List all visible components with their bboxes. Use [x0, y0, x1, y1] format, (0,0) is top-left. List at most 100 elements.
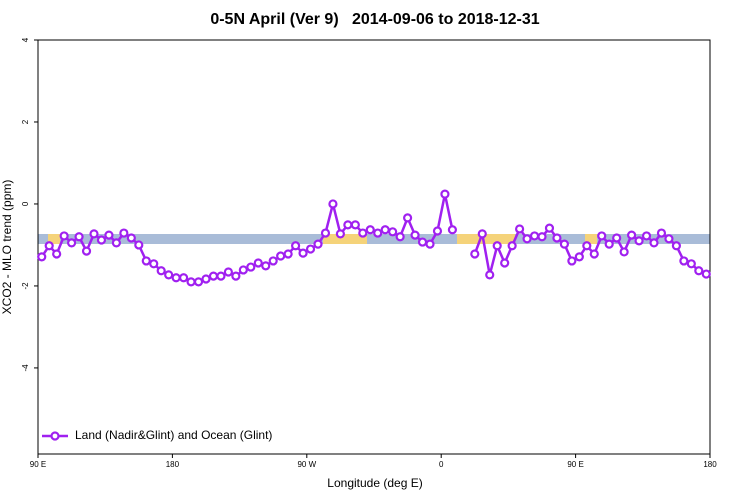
- data-point: [104, 230, 114, 240]
- data-point: [529, 231, 540, 241]
- data-point: [231, 271, 241, 281]
- data-point: [44, 241, 54, 251]
- data-point: [626, 230, 637, 240]
- land-band: [323, 234, 367, 244]
- data-point: [320, 228, 331, 238]
- x-tick-label: 90 E: [30, 460, 46, 469]
- data-point: [552, 233, 562, 243]
- y-tick-label: 0: [21, 201, 30, 206]
- data-point: [432, 226, 443, 236]
- legend-label: Land (Nadir&Glint) and Ocean (Glint): [75, 428, 272, 442]
- y-tick-label: -2: [21, 282, 30, 290]
- data-point: [149, 259, 159, 269]
- data-point: [664, 234, 674, 244]
- data-point: [470, 249, 480, 259]
- legend-marker: [50, 431, 60, 441]
- data-point: [559, 239, 570, 249]
- land-band: [585, 234, 597, 244]
- plot-frame: [37, 39, 711, 455]
- data-point: [66, 238, 77, 248]
- data-point: [589, 249, 599, 259]
- data-point: [313, 239, 323, 249]
- data-point: [193, 277, 204, 287]
- chart-title: 0-5N April (Ver 9) 2014-09-06 to 2018-12…: [210, 11, 539, 28]
- data-point: [186, 277, 196, 287]
- data-point: [81, 246, 92, 256]
- x-tick-label: 180: [166, 460, 180, 469]
- data-point: [641, 231, 652, 241]
- data-point: [253, 258, 263, 268]
- x-axis-label: Longitude (deg E): [327, 476, 422, 490]
- data-point: [238, 265, 248, 275]
- data-point: [179, 273, 189, 283]
- ocean-band: [38, 234, 710, 244]
- data-point: [514, 224, 525, 234]
- data-point: [701, 269, 711, 279]
- data-point: [679, 256, 689, 266]
- data-point: [425, 239, 435, 249]
- data-point: [223, 267, 233, 277]
- data-point: [440, 189, 450, 199]
- data-point: [694, 266, 704, 276]
- data-point: [656, 228, 667, 238]
- data-point: [201, 274, 211, 284]
- data-point: [485, 270, 495, 280]
- data-point: [507, 241, 517, 251]
- data-point: [134, 240, 144, 250]
- data-point: [111, 238, 122, 248]
- data-point: [246, 262, 256, 272]
- land-band: [457, 234, 515, 244]
- data-point: [544, 223, 555, 233]
- data-point: [582, 241, 592, 251]
- data-point: [477, 229, 487, 239]
- data-point: [171, 273, 181, 283]
- data-point: [380, 225, 390, 235]
- x-tick-label: 90 E: [567, 460, 583, 469]
- data-point: [403, 213, 413, 223]
- data-point: [619, 247, 629, 257]
- data-point: [604, 239, 614, 249]
- data-point: [649, 238, 659, 248]
- x-tick-label: 0: [439, 460, 444, 469]
- data-point: [522, 234, 532, 244]
- data-point: [634, 236, 644, 246]
- data-point: [335, 229, 345, 239]
- data-point: [37, 252, 47, 262]
- data-point: [350, 220, 360, 230]
- data-point: [74, 232, 84, 242]
- data-point: [283, 249, 293, 259]
- data-point: [365, 225, 375, 235]
- y-tick-label: 4: [21, 37, 30, 42]
- data-point: [261, 261, 271, 271]
- data-point: [537, 232, 547, 242]
- x-tick-label: 90 W: [297, 460, 316, 469]
- surface-band: [38, 234, 710, 244]
- data-point: [305, 244, 316, 254]
- land-band: [48, 234, 60, 244]
- data-point: [59, 231, 69, 241]
- data-point: [119, 228, 129, 238]
- x-tick-label: 180: [703, 460, 717, 469]
- data-point: [52, 249, 62, 259]
- data-point: [156, 266, 166, 276]
- data-point: [500, 258, 510, 268]
- data-point: [447, 225, 457, 235]
- data-point: [388, 227, 398, 237]
- data-point: [358, 228, 368, 238]
- data-point: [216, 271, 226, 281]
- data-point: [164, 270, 174, 280]
- data-point: [328, 199, 338, 209]
- data-point: [574, 252, 584, 262]
- data-point: [89, 229, 99, 239]
- data-point: [492, 241, 502, 251]
- y-axis-label: XCO2 - MLO trend (ppm): [0, 180, 14, 315]
- data-point: [395, 232, 405, 242]
- data-point: [141, 256, 151, 266]
- data-point: [612, 233, 622, 243]
- y-tick-label: -4: [21, 364, 30, 372]
- data-point: [298, 248, 308, 258]
- data-point: [410, 230, 420, 240]
- data-point: [686, 259, 696, 269]
- data-point: [597, 231, 607, 241]
